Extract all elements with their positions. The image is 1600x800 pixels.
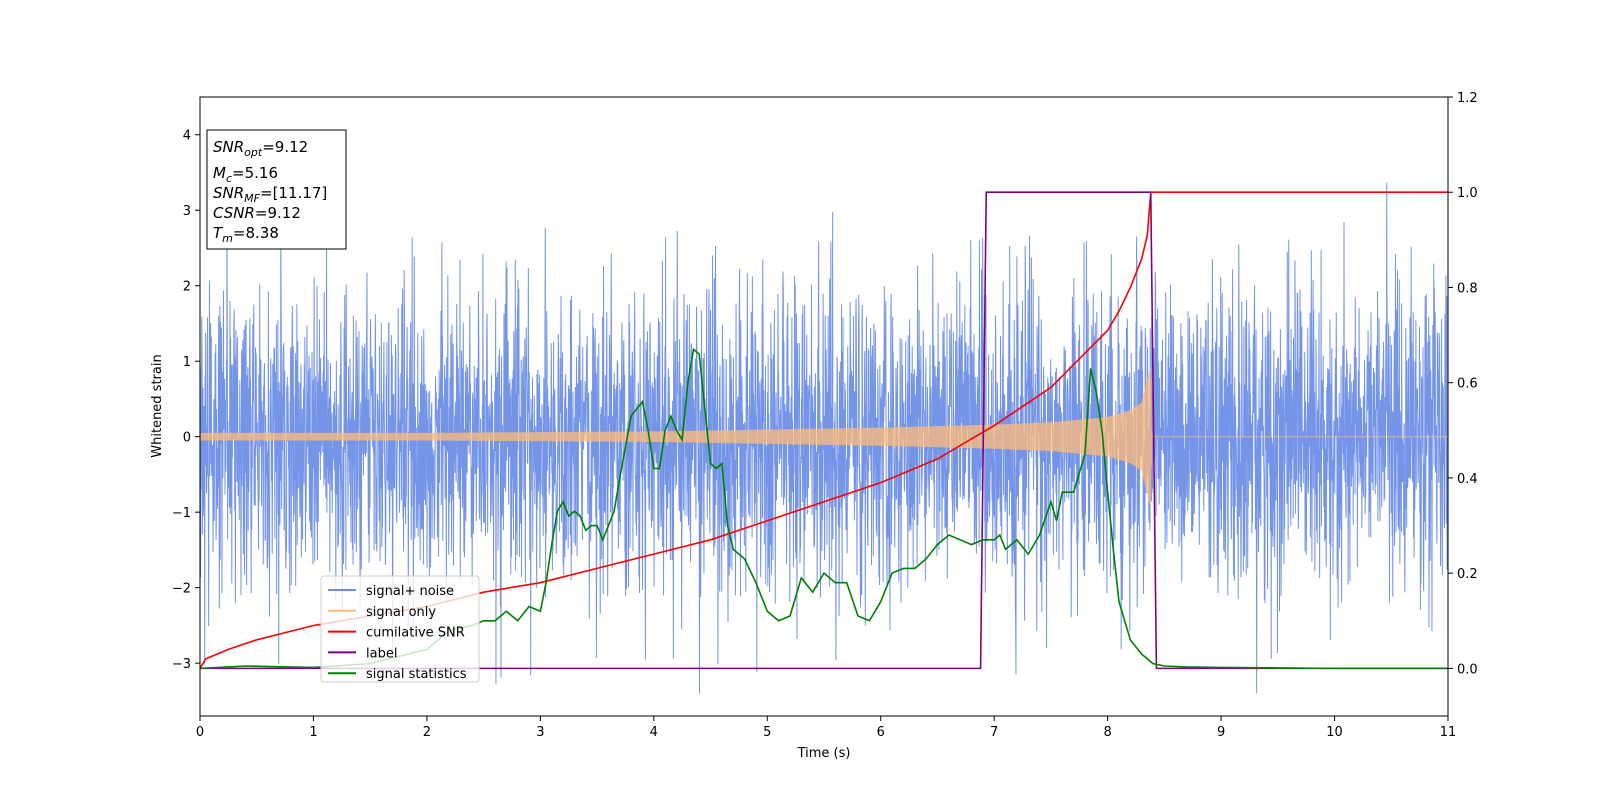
info-mc-sub: c: [226, 172, 232, 185]
legend-frame: [320, 575, 480, 683]
y-right-tick-label: 0.6: [1457, 377, 1478, 392]
y-axis-title: Whitened strain: [150, 354, 165, 457]
legend-label: signal statistics: [366, 667, 467, 682]
x-tick-label: 8: [1103, 725, 1111, 740]
x-axis-title: Time (s): [797, 746, 851, 761]
y-left-tick-label: 4: [183, 129, 191, 144]
info-mc-symbol: M: [213, 164, 226, 182]
x-tick-label: 11: [1440, 725, 1457, 740]
x-tick-label: 3: [536, 725, 544, 740]
info-snr-mf-sub: MF: [244, 192, 260, 205]
info-box-frame: [206, 129, 347, 250]
x-tick-label: 1: [309, 725, 317, 740]
x-tick-label: 9: [1217, 725, 1225, 740]
info-snr-mf-value: =[11.17]: [260, 184, 327, 202]
x-tick-label: 7: [990, 725, 998, 740]
y-left-tick-label: 3: [183, 204, 191, 219]
info-csnr-symbol: CSNR: [213, 204, 255, 222]
y-right-tick-label: 0.4: [1457, 472, 1478, 487]
info-snr-mf: SNRMF=[11.17]: [213, 184, 327, 205]
legend-label: signal only: [366, 605, 436, 620]
legend-label: label: [366, 646, 397, 661]
x-tick-label: 4: [650, 725, 658, 740]
info-tm-symbol: T: [213, 224, 224, 242]
x-tick-label: 2: [423, 725, 431, 740]
x-tick-label: 6: [877, 725, 885, 740]
legend-label: signal+ noise: [366, 584, 454, 599]
y-right-tick-label: 0.2: [1457, 567, 1478, 582]
info-tm-value: =8.38: [233, 224, 279, 242]
y-left-tick-label: 1: [183, 355, 191, 370]
y-right-tick-label: 1.2: [1457, 91, 1478, 106]
legend-label: cumilative SNR: [366, 626, 465, 641]
info-tm: Tm=8.38: [213, 224, 279, 245]
info-snr-mf-symbol: SNR: [213, 184, 244, 202]
info-snr-opt-value: =9.12: [262, 138, 308, 156]
info-csnr: CSNR=9.12: [213, 204, 301, 222]
y-left-tick-label: 0: [183, 431, 191, 446]
info-csnr-value: =9.12: [255, 204, 301, 222]
series-signal-only: [200, 367, 1448, 508]
x-tick-label: 5: [763, 725, 771, 740]
y-left-tick-label: −2: [172, 582, 191, 597]
series-label: [200, 191, 1448, 670]
series-signal-noise: [200, 182, 1448, 694]
y-left-tick-label: −1: [172, 506, 191, 521]
info-snr-opt: SNRopt=9.12: [213, 138, 308, 159]
info-mc-value: =5.16: [232, 164, 278, 182]
legend-items: signal+ noise signal only cumilative SNR la…: [328, 584, 467, 682]
series-signal-statistics: [200, 347, 1448, 670]
info-snr-opt-symbol: SNR: [213, 138, 244, 156]
y-left-tick-label: −3: [172, 657, 191, 672]
x-tick-label: 0: [196, 725, 204, 740]
info-mc: Mc=5.16: [213, 164, 278, 185]
info-box: SNRopt=9.12 Mc=5.16 SNRMF=[11.17] CSNR=9…: [206, 129, 347, 250]
y-left-tick-label: 2: [183, 280, 191, 295]
y-right-tick-label: 1.0: [1457, 186, 1478, 201]
axes-layer: 0 1 2 3 4 5 6 7 8 9 10 11 −3 −2 −1 0 1 2 3 4 0.0 0.2 0.4 0.6 0.8…: [172, 91, 1478, 740]
x-tick-label: 10: [1326, 725, 1343, 740]
info-snr-opt-sub: opt: [244, 146, 263, 159]
y-right-tick-label: 0.0: [1457, 662, 1478, 677]
info-tm-sub: m: [222, 232, 233, 245]
y-right-tick-label: 0.8: [1457, 281, 1478, 296]
legend: signal+ noise signal only cumilative SNR la…: [320, 575, 480, 683]
plot-frame: [199, 96, 1449, 717]
